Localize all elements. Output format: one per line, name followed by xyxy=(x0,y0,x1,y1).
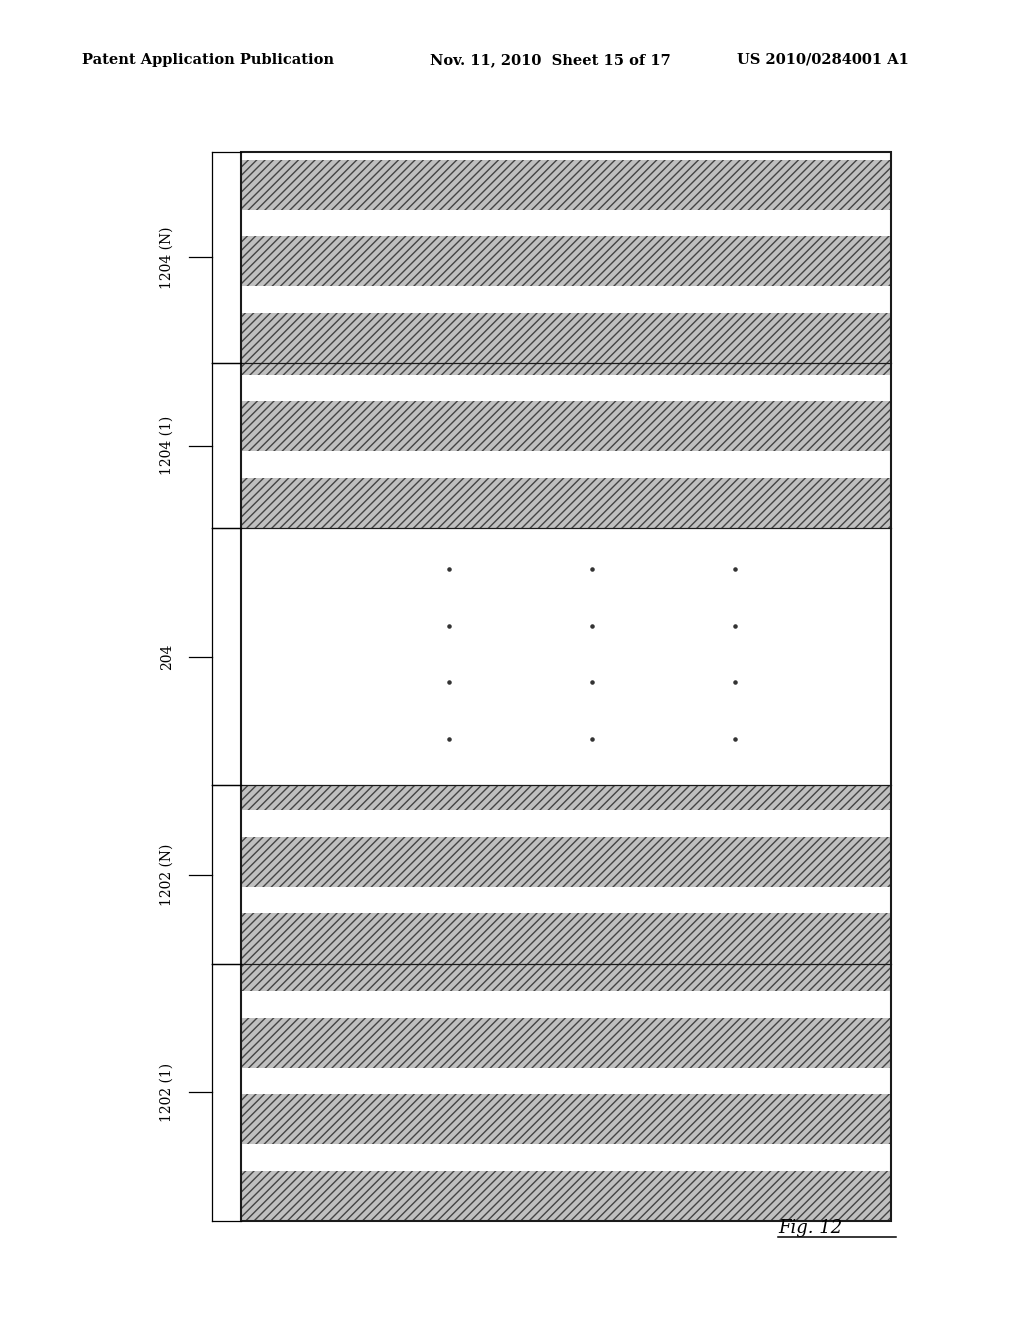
Bar xyxy=(241,236,891,286)
Text: Fig. 12: Fig. 12 xyxy=(778,1218,843,1237)
Text: 1202 (N): 1202 (N) xyxy=(160,843,174,906)
Bar xyxy=(241,160,891,210)
Bar xyxy=(241,1094,891,1144)
Bar xyxy=(241,964,891,991)
Bar xyxy=(241,1018,891,1068)
Text: 204: 204 xyxy=(160,644,174,669)
Bar xyxy=(241,451,891,478)
Text: 1204 (1): 1204 (1) xyxy=(160,416,174,475)
Bar xyxy=(241,1171,891,1221)
Bar xyxy=(241,1144,891,1171)
Bar xyxy=(241,210,891,236)
Bar xyxy=(241,913,891,964)
Bar xyxy=(241,363,891,375)
Bar xyxy=(241,152,891,160)
Bar xyxy=(241,887,891,913)
Bar xyxy=(241,401,891,451)
Bar xyxy=(241,152,891,1221)
Bar xyxy=(241,810,891,837)
Bar xyxy=(241,837,891,887)
Text: Nov. 11, 2010  Sheet 15 of 17: Nov. 11, 2010 Sheet 15 of 17 xyxy=(430,53,671,67)
Bar xyxy=(241,991,891,1018)
Bar xyxy=(241,286,891,313)
Text: Patent Application Publication: Patent Application Publication xyxy=(82,53,334,67)
Bar xyxy=(241,152,891,1221)
Bar xyxy=(241,528,891,785)
Text: 1204 (N): 1204 (N) xyxy=(160,226,174,289)
Text: 1202 (1): 1202 (1) xyxy=(160,1063,174,1122)
Bar xyxy=(241,785,891,810)
Bar xyxy=(241,478,891,528)
Text: US 2010/0284001 A1: US 2010/0284001 A1 xyxy=(737,53,909,67)
Bar xyxy=(241,375,891,401)
Bar xyxy=(241,1068,891,1094)
Bar xyxy=(241,313,891,363)
